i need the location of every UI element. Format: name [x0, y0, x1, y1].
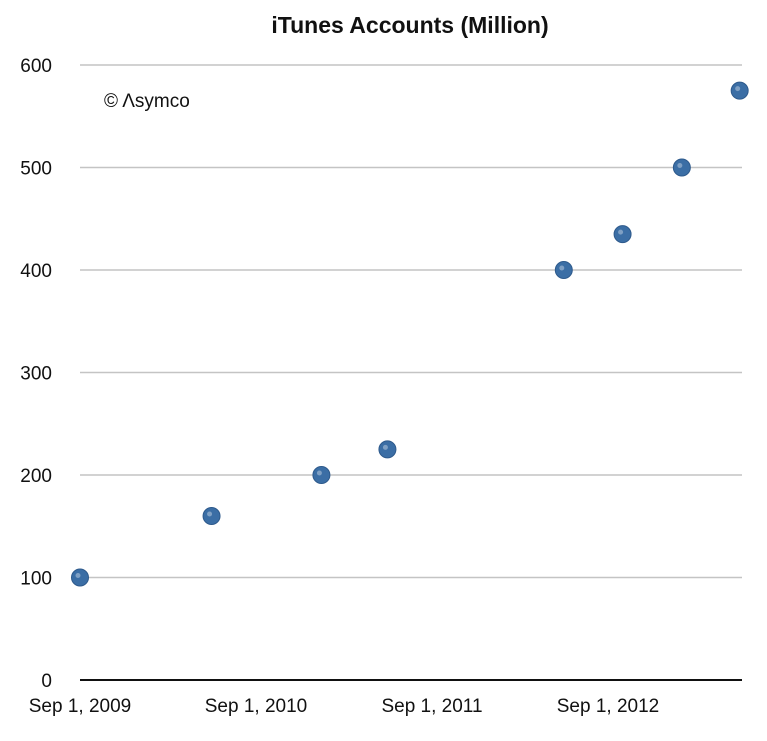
- x-tick-label: Sep 1, 2011: [381, 696, 482, 717]
- data-point: [71, 568, 89, 587]
- y-tick-label: 300: [20, 364, 52, 385]
- data-point: [312, 466, 331, 484]
- data-point: [554, 261, 573, 279]
- data-point-highlight: [316, 470, 322, 476]
- watermark-text: © Λsymco: [104, 91, 190, 112]
- data-point-highlight: [677, 163, 683, 168]
- y-tick-label: 400: [20, 261, 52, 282]
- data-point-highlight: [559, 265, 565, 271]
- data-point-highlight: [382, 444, 388, 450]
- chart-title: iTunes Accounts (Million): [271, 12, 549, 38]
- y-tick-label: 0: [41, 671, 52, 692]
- y-tick-label: 200: [20, 466, 52, 487]
- y-tick-labels: 0 100 200 300 400 500 600: [20, 56, 52, 692]
- data-point-highlight: [75, 573, 81, 578]
- data-point: [730, 81, 749, 100]
- y-tick-label: 100: [20, 569, 52, 590]
- y-tick-label: 500: [20, 159, 52, 180]
- data-point-highlight: [207, 511, 213, 517]
- y-tick-label: 600: [20, 56, 52, 77]
- data-point: [613, 225, 632, 244]
- x-tick-label: Sep 1, 2012: [557, 696, 659, 717]
- data-point: [202, 507, 221, 525]
- data-point: [378, 440, 397, 459]
- data-point: [672, 158, 691, 177]
- data-point-highlight: [618, 229, 624, 235]
- data-point-highlight: [735, 86, 741, 92]
- x-tick-label: Sep 1, 2009: [29, 696, 131, 717]
- grid-lines: [80, 64, 742, 579]
- x-tick-labels: Sep 1, 2009 Sep 1, 2010 Sep 1, 2011 Sep 1, …: [29, 696, 659, 717]
- x-tick-label: Sep 1, 2010: [205, 696, 307, 717]
- data-points: [71, 81, 749, 587]
